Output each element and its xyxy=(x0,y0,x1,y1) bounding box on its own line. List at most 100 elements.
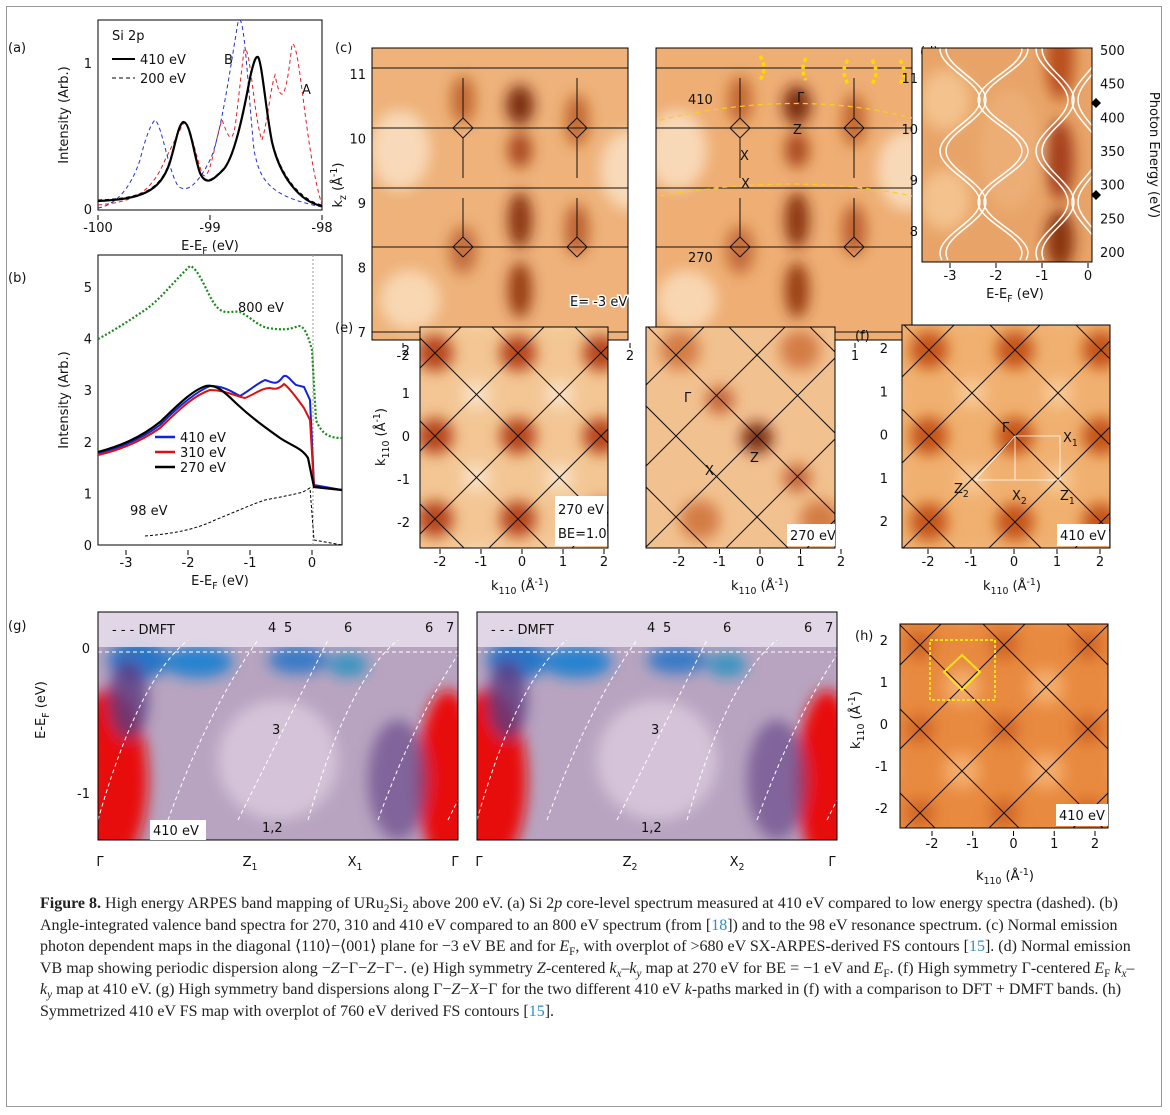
blob xyxy=(1129,636,1160,667)
caption-link[interactable]: 15 xyxy=(528,1002,545,1020)
blob xyxy=(922,70,970,130)
panel-label: (h) xyxy=(855,629,873,644)
label-part: k xyxy=(331,199,346,207)
blob xyxy=(905,882,935,890)
band-number: 5 xyxy=(284,621,292,636)
curve xyxy=(983,47,1029,261)
blob xyxy=(368,720,428,840)
x-tick-label: -98 xyxy=(311,221,332,236)
label-part: -1 xyxy=(1027,577,1036,588)
label-part: E-E xyxy=(34,718,49,739)
heatmap xyxy=(902,292,1160,667)
label-part: k xyxy=(849,741,864,749)
zone-line xyxy=(739,127,751,139)
blob xyxy=(656,110,707,190)
energy-label: 410 eV xyxy=(1060,529,1106,544)
axis-label: E-EF (eV) xyxy=(191,574,249,592)
axis-label: E-EF (eV) xyxy=(34,681,52,739)
energy-label: BE=1.0 xyxy=(558,527,607,542)
blob xyxy=(692,837,729,874)
label-part: k xyxy=(731,579,739,594)
label-part: 110 xyxy=(856,724,867,742)
y-tick-label: -2 xyxy=(397,516,410,531)
caption-run: y xyxy=(636,967,642,980)
caption-run: map at 270 eV for BE = −1 eV and xyxy=(641,959,874,977)
panel-label: (g) xyxy=(8,619,26,634)
label-part: 1 xyxy=(1069,496,1075,507)
point-label: Γ xyxy=(797,91,805,106)
label-part: 2 xyxy=(738,862,744,873)
blob xyxy=(1043,292,1074,323)
x-tick-label: 0 xyxy=(1084,269,1092,284)
blob xyxy=(468,545,485,548)
label-part: 1 xyxy=(356,862,362,873)
blob xyxy=(379,546,409,576)
caption-run: 2 xyxy=(383,903,390,916)
label-part: 2 xyxy=(963,489,969,500)
label-part: E-E xyxy=(986,287,1007,302)
y-tick-label: 200 xyxy=(1100,246,1125,261)
caption-run: Figure 8. xyxy=(40,895,102,912)
x-tick-label: 1 xyxy=(851,349,859,364)
blob xyxy=(628,546,658,576)
caption-run: F xyxy=(883,967,890,980)
caption-run: – xyxy=(1126,959,1135,977)
caption-run: F xyxy=(569,946,576,959)
blob xyxy=(334,501,371,538)
label-part: ) xyxy=(1036,579,1041,594)
band-number: 6 xyxy=(344,621,352,636)
zone-line xyxy=(988,426,1110,548)
label-part: k xyxy=(976,869,984,884)
band-number: 6 xyxy=(723,621,731,636)
blob xyxy=(860,837,897,874)
marker xyxy=(1091,98,1101,108)
caption-run: Z xyxy=(330,959,340,977)
band-number: 7 xyxy=(446,621,454,636)
axis-label: E-EF (eV) xyxy=(986,287,1044,305)
blob xyxy=(657,270,717,330)
blob xyxy=(597,700,717,820)
blob xyxy=(328,653,368,677)
point-label: 270 xyxy=(688,251,713,266)
x-tick-label: -1 xyxy=(966,837,979,852)
heatmap xyxy=(922,48,1092,262)
caption-run: −Γ− xyxy=(339,959,367,977)
caption-link[interactable]: 18 xyxy=(711,916,728,934)
blob xyxy=(1157,882,1170,890)
caption-run: x xyxy=(616,967,622,980)
zone-line xyxy=(853,246,865,258)
peak-label: B xyxy=(224,53,233,68)
legend-label: 410 eV xyxy=(180,431,226,446)
energy-label: 270 eV xyxy=(558,503,604,518)
label-part: (Å xyxy=(1001,868,1019,884)
label-part: -1 xyxy=(775,577,784,588)
label-box xyxy=(1056,804,1108,826)
y-tick-label: 1 xyxy=(84,57,92,72)
zone-line xyxy=(566,127,578,139)
curve xyxy=(1035,47,1069,261)
legend-label: - - - DMFT xyxy=(491,623,554,638)
caption-run: E xyxy=(873,959,884,977)
path-label: X2 xyxy=(730,855,745,873)
blob xyxy=(582,334,608,372)
peak-label: A xyxy=(302,83,311,98)
band-number: 7 xyxy=(825,621,833,636)
x-tick-label: -1 xyxy=(965,555,978,570)
label-part: -1 xyxy=(329,168,340,177)
y-tick-label: 2 xyxy=(880,634,888,649)
label-part: X xyxy=(348,855,357,870)
zone-line xyxy=(462,246,474,258)
zone-line xyxy=(739,117,751,129)
curve xyxy=(1077,47,1107,261)
y-tick-label: 1 xyxy=(84,487,92,502)
caption-link[interactable]: 15 xyxy=(968,938,985,955)
energy-label: E= -3 eV xyxy=(570,295,627,310)
legend-label: 270 eV xyxy=(180,461,226,476)
y-tick-label: -1 xyxy=(77,787,90,802)
curve xyxy=(97,55,323,208)
y-tick-label: 9 xyxy=(358,197,366,212)
heatmap-blobs xyxy=(477,640,837,840)
x-tick-label: -2 xyxy=(926,837,939,852)
point-label: Γ xyxy=(1002,421,1010,436)
caption-run: -centered xyxy=(545,959,610,977)
